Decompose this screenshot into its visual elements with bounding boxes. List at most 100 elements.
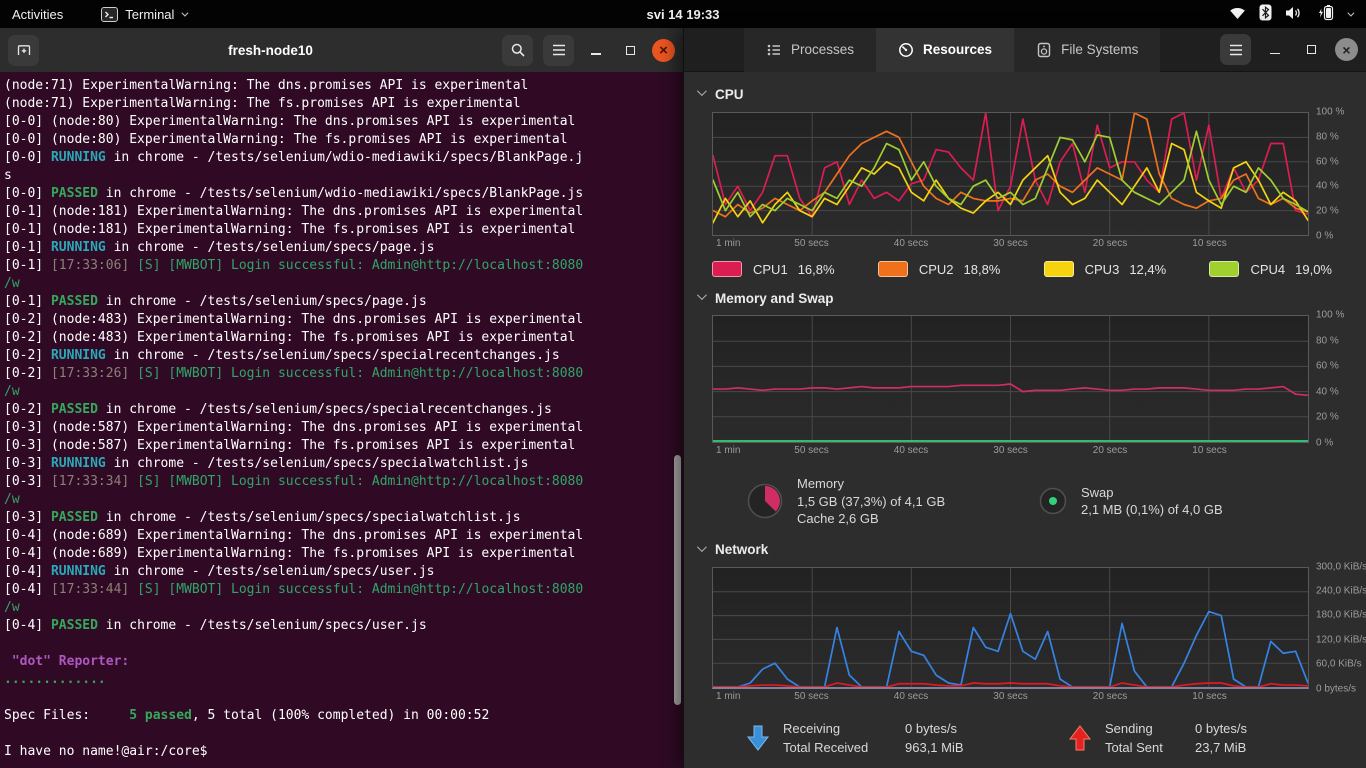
swap-usage: Swap 2,1 MB (0,1%) of 4,0 GB [1038, 475, 1223, 528]
tab-file-systems[interactable]: File Systems [1014, 28, 1160, 72]
terminal-line: [0-1] RUNNING in chrome - /tests/seleniu… [4, 239, 681, 257]
scrollbar-thumb[interactable] [674, 455, 681, 705]
x-axis-label: 20 secs [1093, 691, 1127, 702]
swap-label: Swap [1081, 484, 1223, 502]
terminal-output: (node:71) ExperimentalWarning: The dns.p… [0, 72, 683, 761]
cpu-section-header[interactable]: CPU [684, 85, 1366, 103]
y-axis-label: 40 % [1316, 181, 1339, 192]
terminal-line [4, 689, 681, 707]
memory-pie-icon [746, 482, 784, 520]
maximize-icon [626, 46, 635, 55]
maximize-button[interactable] [618, 38, 642, 62]
terminal-line: [0-4] PASSED in chrome - /tests/selenium… [4, 617, 681, 635]
chevron-down-icon [697, 86, 707, 96]
x-axis-label: 1 min [716, 445, 740, 456]
app-menu-button[interactable]: Terminal [89, 0, 198, 28]
section-title: Network [715, 542, 768, 557]
minimize-button[interactable] [584, 38, 608, 62]
clock[interactable]: svi 14 19:33 [646, 7, 719, 22]
tab-resources[interactable]: Resources [876, 28, 1014, 72]
maximize-button[interactable] [1299, 38, 1323, 62]
sending-info: Sending 0 bytes/s Total Sent 23,7 MiB [1068, 719, 1247, 757]
y-axis-label: 100 % [1316, 310, 1344, 321]
legend-value: 19,0% [1295, 262, 1332, 277]
sending-value: 0 bytes/s [1195, 719, 1247, 738]
tab-label: Processes [791, 42, 854, 57]
terminal-titlebar: fresh-node10 × [0, 28, 683, 72]
network-chart: 300,0 KiB/s240,0 KiB/s180,0 KiB/s120,0 K… [712, 567, 1366, 706]
wifi-icon [1229, 6, 1246, 23]
new-tab-button[interactable] [8, 35, 39, 66]
terminal-line: [0-1] PASSED in chrome - /tests/selenium… [4, 293, 681, 311]
terminal-line: [0-1] [17:33:06] [S] [MWBOT] Login succe… [4, 257, 681, 275]
legend-value: 12,4% [1129, 262, 1166, 277]
close-icon: × [1342, 42, 1350, 58]
memory-chart: 100 %80 %60 %40 %20 %0 % 1 min50 secs40 … [712, 315, 1366, 460]
processes-icon [766, 42, 782, 58]
maximize-icon [1307, 45, 1316, 54]
y-axis-label: 0 bytes/s [1316, 683, 1356, 694]
app-menu-label: Terminal [125, 7, 174, 22]
legend-value: 18,8% [964, 262, 1001, 277]
search-button[interactable] [502, 35, 533, 66]
terminal-line: [0-3] [17:33:34] [S] [MWBOT] Login succe… [4, 473, 681, 491]
terminal-line: [0-3] RUNNING in chrome - /tests/seleniu… [4, 455, 681, 473]
activities-button[interactable]: Activities [0, 0, 75, 28]
legend-color-chip [712, 261, 742, 277]
y-axis-label: 80 % [1316, 131, 1339, 142]
terminal-app-icon [101, 7, 118, 22]
close-button[interactable]: × [652, 39, 675, 62]
cpu-chart: 100 %80 %60 %40 %20 %0 % 1 min50 secs40 … [712, 112, 1366, 253]
terminal-line: [0-2] PASSED in chrome - /tests/selenium… [4, 401, 681, 419]
x-axis-label: 20 secs [1093, 445, 1127, 456]
y-axis-label: 120,0 KiB/s [1316, 634, 1366, 645]
terminal-line: s [4, 167, 681, 185]
y-axis-label: 60,0 KiB/s [1316, 659, 1362, 670]
search-icon [510, 42, 526, 58]
terminal-line: ............. [4, 671, 681, 689]
terminal-line: [0-4] RUNNING in chrome - /tests/seleniu… [4, 563, 681, 581]
y-axis-label: 300,0 KiB/s [1316, 561, 1366, 572]
sending-arrow-icon [1068, 724, 1092, 752]
y-axis-label: 0 % [1316, 231, 1333, 242]
network-section-header[interactable]: Network [684, 541, 1366, 559]
terminal-line: (node:71) ExperimentalWarning: The dns.p… [4, 77, 681, 95]
minimize-button[interactable] [1263, 38, 1287, 62]
y-axis-label: 20 % [1316, 412, 1339, 423]
terminal-line: [0-0] PASSED in chrome - /tests/selenium… [4, 185, 681, 203]
x-axis-label: 50 secs [794, 238, 828, 249]
primary-menu-button[interactable] [1220, 34, 1251, 65]
terminal-line: [0-2] RUNNING in chrome - /tests/seleniu… [4, 347, 681, 365]
y-axis-label: 240,0 KiB/s [1316, 585, 1366, 596]
new-tab-icon [16, 42, 32, 58]
x-axis-label: 1 min [716, 691, 740, 702]
bluetooth-icon [1259, 4, 1272, 24]
terminal-line: "dot" Reporter: [4, 653, 681, 671]
x-axis-label: 50 secs [794, 691, 828, 702]
cpu-legend-item: CPU218,8% [878, 261, 1001, 277]
tab-processes[interactable]: Processes [744, 28, 876, 72]
y-axis-label: 40 % [1316, 386, 1339, 397]
close-button[interactable]: × [1335, 38, 1358, 61]
x-axis-label: 40 secs [894, 238, 928, 249]
swap-pie-icon [1038, 486, 1068, 516]
terminal-line: [0-4] (node:689) ExperimentalWarning: Th… [4, 545, 681, 563]
y-axis-label: 180,0 KiB/s [1316, 610, 1366, 621]
legend-color-chip [1209, 261, 1239, 277]
tab-label: File Systems [1061, 42, 1138, 57]
x-axis-label: 20 secs [1093, 238, 1127, 249]
legend-label: CPU3 [1085, 262, 1120, 277]
total-sent-value: 23,7 MiB [1195, 738, 1247, 757]
terminal-line: [0-3] (node:587) ExperimentalWarning: Th… [4, 419, 681, 437]
memory-section-header[interactable]: Memory and Swap [684, 289, 1366, 307]
x-axis-label: 50 secs [794, 445, 828, 456]
resources-view: CPU 100 %80 %60 %40 %20 %0 % 1 min50 sec… [684, 72, 1366, 768]
view-switcher: Processes Resources File Systems [744, 28, 1160, 72]
x-axis-label: 10 secs [1192, 445, 1226, 456]
battery-charging-icon [1315, 5, 1334, 24]
terminal-line: [0-4] [17:33:44] [S] [MWBOT] Login succe… [4, 581, 681, 599]
menu-button[interactable] [543, 35, 574, 66]
chevron-down-icon [182, 9, 189, 16]
system-tray[interactable] [1229, 0, 1366, 28]
terminal-screen[interactable]: (node:71) ExperimentalWarning: The dns.p… [0, 72, 683, 768]
